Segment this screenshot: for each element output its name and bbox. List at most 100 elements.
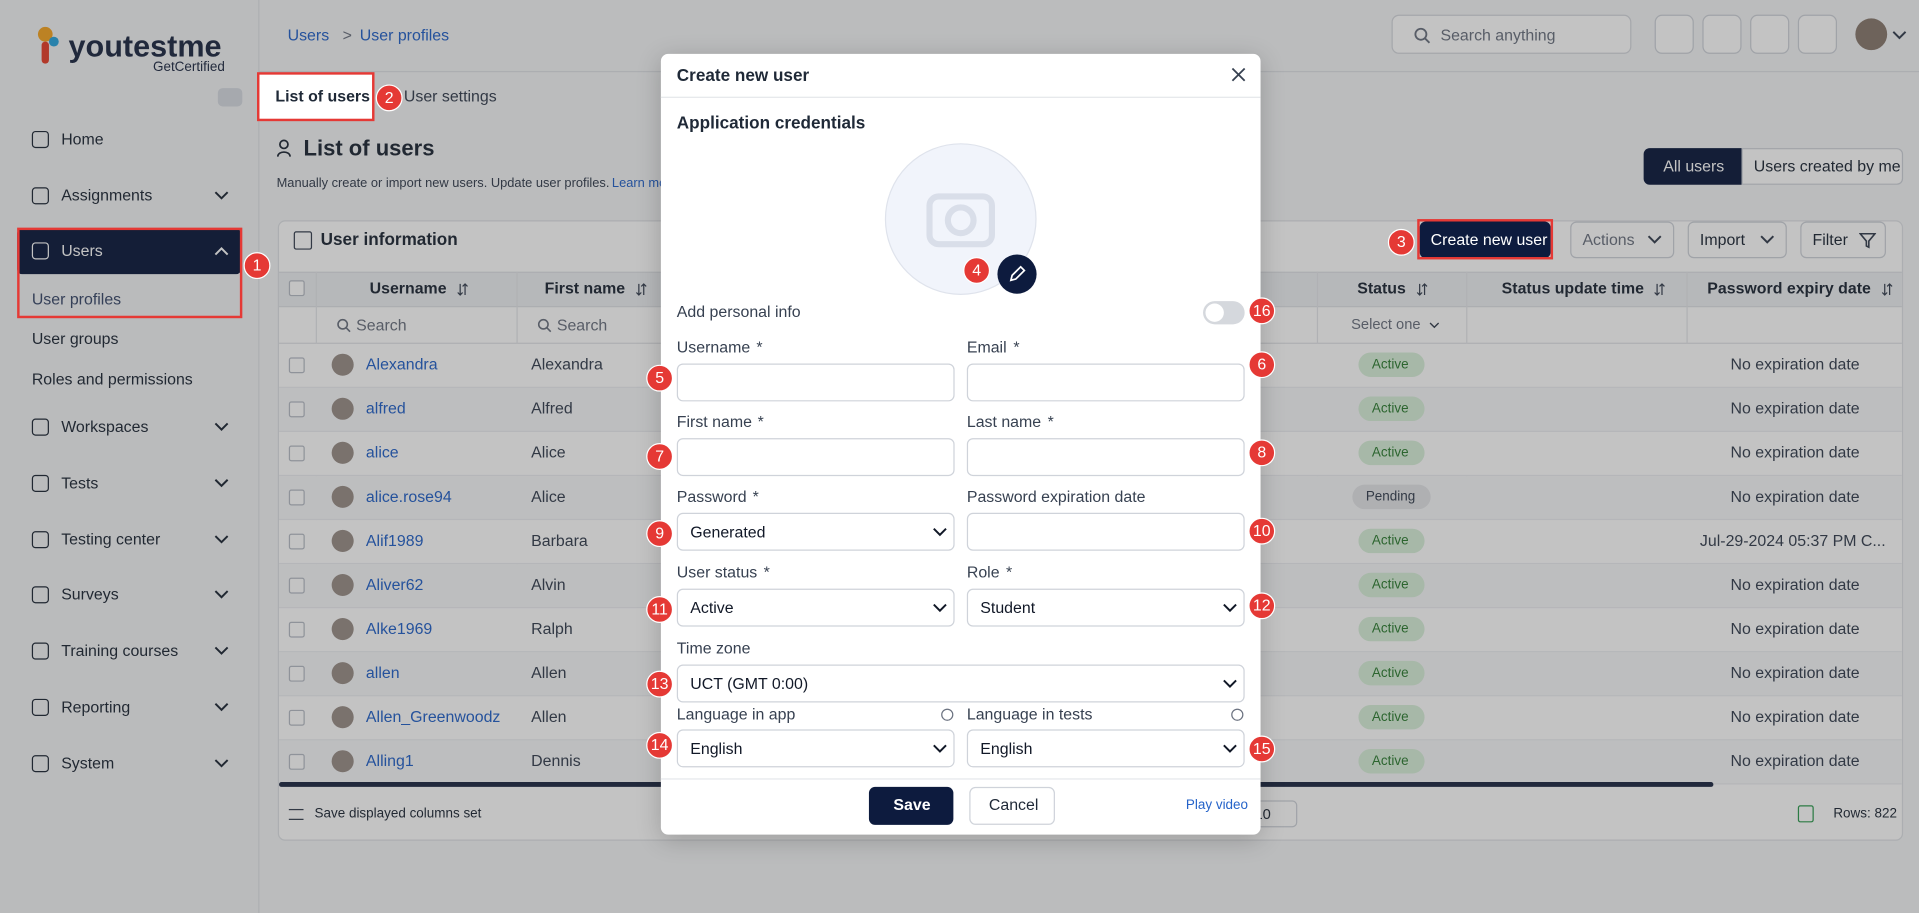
row-checkbox[interactable] [288, 709, 305, 726]
username-link[interactable]: Alling1 [365, 751, 414, 770]
select-input[interactable] [676, 512, 955, 551]
user-avatar[interactable] [1855, 18, 1888, 51]
row-checkbox[interactable] [288, 445, 305, 462]
select-input[interactable] [676, 588, 955, 627]
camera-icon [926, 193, 995, 248]
nav-item[interactable]: System [61, 753, 115, 773]
info-icon [1231, 708, 1244, 721]
username-link[interactable]: Alif1989 [365, 531, 424, 550]
username-link[interactable]: alice.rose94 [365, 487, 452, 506]
close-button[interactable] [1230, 66, 1247, 83]
text-input[interactable] [966, 512, 1245, 551]
camera-lens [944, 204, 977, 237]
column-header[interactable]: Username [369, 279, 447, 298]
first-name: Alexandra [531, 354, 603, 374]
play-video-link[interactable]: Play video [1185, 797, 1249, 813]
username-link[interactable]: Alke1969 [365, 619, 433, 638]
header-icon-button[interactable] [1750, 14, 1790, 54]
breadcrumb[interactable]: Users [287, 25, 330, 45]
text-input[interactable] [676, 438, 955, 477]
annotation-marker [646, 731, 674, 759]
column-header[interactable]: Password expiry date [1707, 279, 1871, 298]
select-chevron [933, 603, 948, 613]
nav-item[interactable]: Assignments [61, 186, 153, 205]
filter-select[interactable]: Select one [1351, 315, 1421, 333]
password-expiry: No expiration date [1730, 707, 1860, 726]
edit-photo-button[interactable] [997, 254, 1037, 294]
column-header[interactable]: First name [544, 279, 626, 298]
row-checkbox[interactable] [288, 665, 305, 682]
annotation-marker [646, 520, 674, 548]
filter-input[interactable]: Search [356, 315, 407, 335]
save-button[interactable] [868, 786, 954, 825]
nav-icon [31, 642, 49, 660]
username-link[interactable]: Allen_Greenwoodz [365, 707, 501, 726]
row-checkbox[interactable] [288, 577, 305, 594]
cancel-button[interactable] [969, 786, 1055, 825]
header-checkbox[interactable] [288, 280, 305, 297]
first-name: Alfred [531, 398, 573, 418]
header-icon-button[interactable] [1797, 14, 1837, 54]
select-input[interactable] [676, 664, 1245, 703]
row-checkbox[interactable] [288, 357, 305, 374]
first-name: Alice [531, 487, 566, 506]
header-icon-button[interactable] [1654, 14, 1694, 54]
username-link[interactable]: alice [365, 443, 399, 462]
username-link[interactable]: Alexandra [365, 354, 438, 374]
nav-item[interactable]: Home [61, 129, 104, 149]
search-box[interactable] [1391, 14, 1632, 54]
tab[interactable]: List of users [275, 86, 370, 106]
sort-icon [1881, 283, 1893, 296]
select-input[interactable] [966, 729, 1245, 768]
select-input[interactable] [676, 729, 955, 768]
users-nav-active [17, 228, 242, 275]
nav-item[interactable]: Testing center [61, 529, 161, 549]
text-input[interactable] [966, 363, 1245, 402]
nav-item[interactable]: Reporting [61, 697, 131, 716]
toolbar-button[interactable] [1419, 221, 1551, 259]
username-link[interactable]: alfred [365, 398, 406, 418]
column-header[interactable]: Status [1357, 279, 1406, 298]
row-checkbox[interactable] [288, 401, 305, 418]
row-checkbox[interactable] [288, 489, 305, 506]
user-avatar [331, 485, 354, 508]
nav-subitem[interactable]: User groups [31, 329, 119, 348]
select-value: Active [690, 597, 734, 617]
nav-item[interactable]: Tests [61, 473, 99, 492]
select-input[interactable] [966, 588, 1245, 627]
nav-subitem[interactable]: Roles and permissions [31, 369, 193, 388]
excel-icon[interactable] [1797, 805, 1814, 823]
annotation-number: 5 [655, 368, 665, 387]
username-link[interactable]: Aliver62 [365, 575, 424, 594]
filter-input[interactable]: Search [556, 315, 608, 335]
filter-icon [1859, 232, 1877, 249]
view-all-users[interactable] [1643, 148, 1742, 185]
collapse-button[interactable] [217, 88, 243, 107]
close-icon [1231, 67, 1246, 82]
nav-icon [31, 755, 49, 773]
tab-list-of-users[interactable] [259, 73, 374, 120]
row-checkbox[interactable] [288, 533, 305, 550]
save-columns[interactable]: Save displayed columns set [314, 806, 482, 822]
text-input[interactable] [966, 438, 1245, 477]
tab[interactable]: User settings [403, 86, 497, 106]
logo-text: youtestme [68, 29, 222, 64]
nav-item[interactable]: Users [61, 241, 103, 260]
breadcrumb[interactable]: User profiles [359, 25, 450, 45]
row-checkbox[interactable] [288, 753, 305, 770]
user-avatar [331, 529, 354, 552]
row-checkbox[interactable] [288, 621, 305, 638]
column-header[interactable]: Status update time [1501, 279, 1644, 298]
toolbar-button[interactable] [1800, 221, 1886, 259]
chevron [214, 703, 229, 712]
username-link[interactable]: allen [365, 663, 400, 682]
annotation-number: 6 [1257, 354, 1267, 374]
view-created-by-me[interactable] [1741, 148, 1904, 185]
text-input[interactable] [676, 363, 955, 402]
nav-item[interactable]: Training courses [61, 641, 179, 660]
nav-item[interactable]: Surveys [61, 585, 119, 604]
nav-subitem[interactable]: User profiles [31, 290, 122, 309]
first-name: Alvin [531, 575, 566, 594]
nav-item[interactable]: Workspaces [61, 417, 149, 436]
header-icon-button[interactable] [1702, 14, 1742, 54]
